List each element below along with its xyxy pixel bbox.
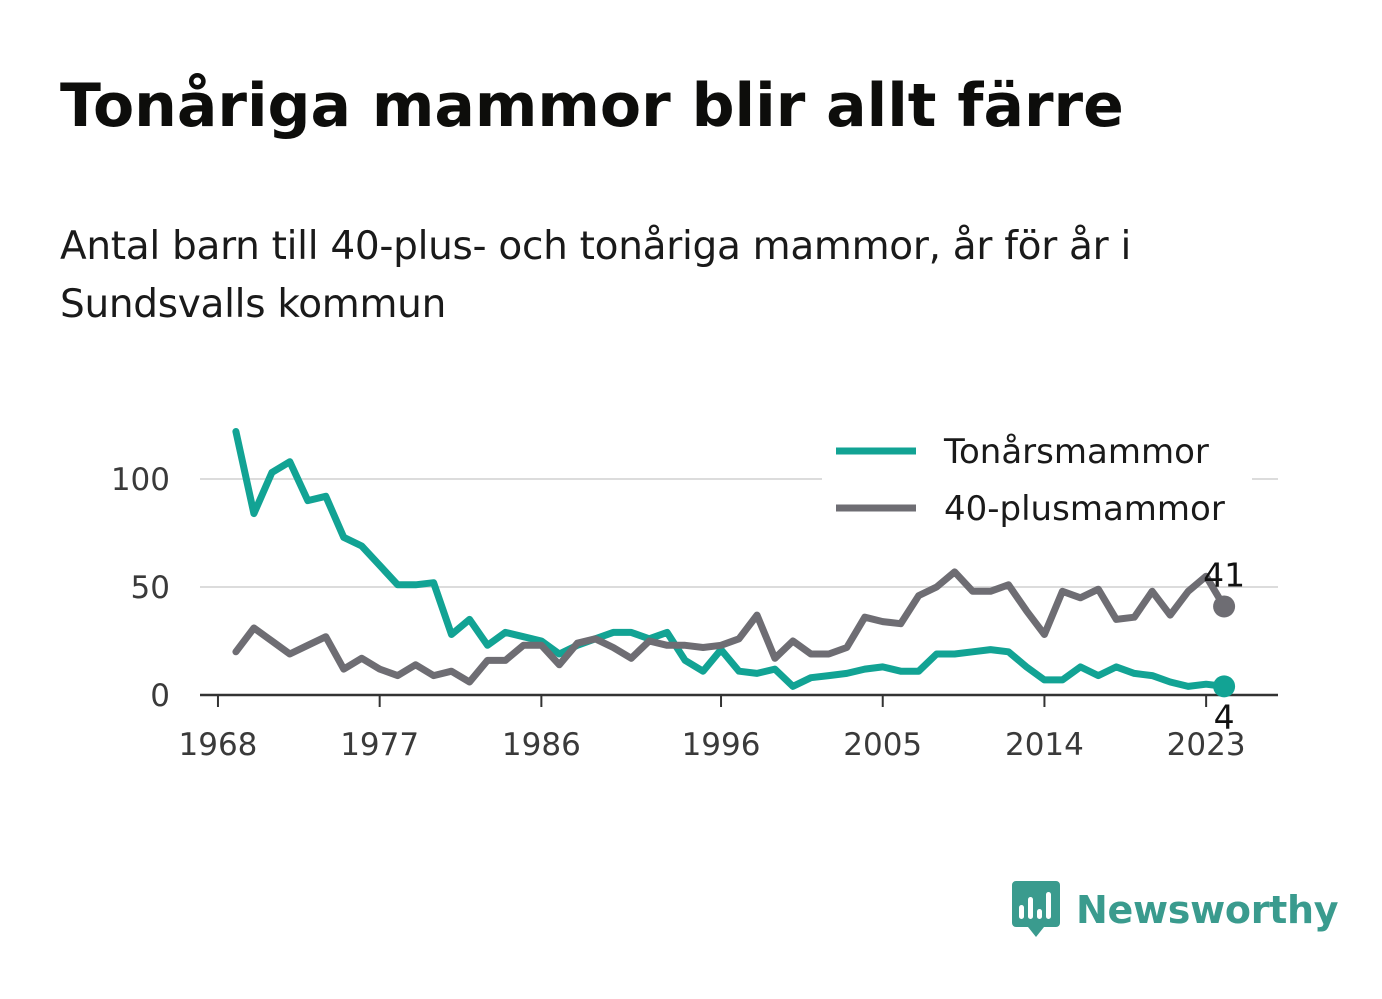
series-end-label-1: 41 bbox=[1203, 555, 1245, 594]
y-tick-label: 50 bbox=[131, 570, 170, 606]
y-tick-label: 100 bbox=[111, 462, 170, 498]
series-end-point-1 bbox=[1213, 595, 1236, 618]
x-tick-label: 1968 bbox=[179, 727, 258, 763]
series-end-label-0: 4 bbox=[1214, 697, 1235, 736]
chart-subtitle: Antal barn till 40-plus- och tonåriga ma… bbox=[60, 224, 1132, 327]
legend-label-1: 40-plusmammor bbox=[944, 489, 1225, 529]
x-tick-label: 1996 bbox=[682, 727, 761, 763]
legend-label-0: Tonårsmammor bbox=[943, 432, 1209, 472]
brand-name: Newsworthy bbox=[1076, 888, 1339, 932]
bar-chart-speech-bubble-icon bbox=[1012, 881, 1060, 937]
x-tick-label: 2005 bbox=[843, 727, 922, 763]
series-line-1 bbox=[232, 568, 1228, 686]
chart-title: Tonåriga mammor blir allt färre bbox=[60, 71, 1124, 141]
y-tick-label: 0 bbox=[150, 678, 170, 714]
x-tick-label: 2023 bbox=[1167, 727, 1246, 763]
legend-background bbox=[822, 424, 1252, 536]
x-tick-label: 1977 bbox=[340, 727, 419, 763]
x-tick-label: 2014 bbox=[1005, 727, 1084, 763]
x-tick-label: 1986 bbox=[502, 727, 581, 763]
newsworthy-brand: Newsworthy bbox=[1010, 878, 1339, 942]
series-end-point-0 bbox=[1213, 675, 1236, 698]
series-line-0 bbox=[232, 428, 1228, 690]
